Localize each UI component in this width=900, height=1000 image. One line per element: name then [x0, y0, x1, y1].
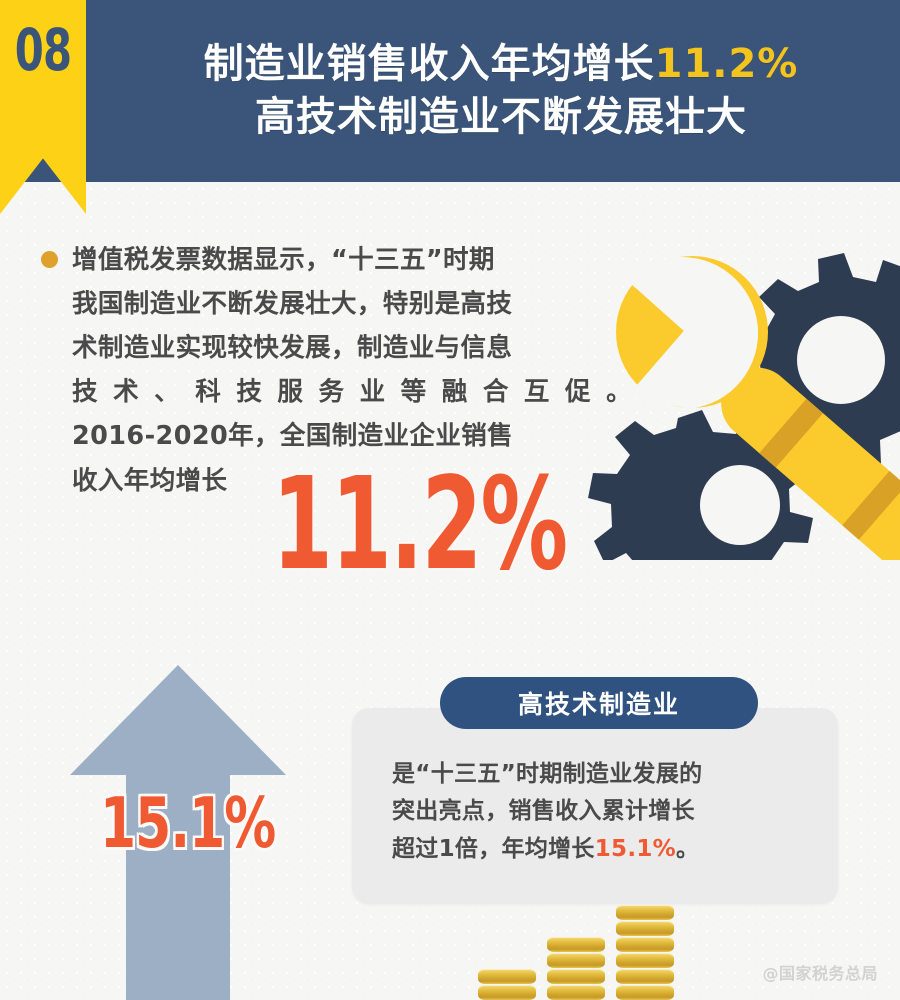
card-highlight-stat: 15.1%: [594, 835, 677, 862]
card-text-line-3: 超过1倍，年均增长15.1%。: [392, 831, 800, 868]
coin: [616, 953, 674, 968]
coin-stack-medium: [547, 937, 605, 1000]
page-title-line-1-text: 制造业销售收入年均增长: [203, 41, 655, 88]
coin: [616, 937, 674, 952]
coin: [547, 937, 605, 952]
coin: [616, 905, 674, 920]
card-header-pill: 高技术制造业: [440, 677, 758, 729]
coin-stack-small: [478, 969, 536, 1000]
coin-stacks-illustration: [478, 896, 678, 1000]
coin: [547, 953, 605, 968]
card-text-tail: 。: [676, 835, 700, 862]
coin: [547, 969, 605, 984]
card-header-pill-label: 高技术制造业: [517, 690, 680, 719]
coin: [616, 969, 674, 984]
page-title-accent-stat: 11.2%: [654, 41, 799, 88]
coin: [616, 921, 674, 936]
body-line-2: 我国制造业不断发展壮大，特别是高技: [72, 289, 513, 320]
body-line-3: 术制造业实现较快发展，制造业与信息: [72, 333, 513, 364]
coin-stack-large: [616, 905, 674, 1000]
section-number: 08: [14, 16, 72, 84]
page-title-line-1: 制造业销售收入年均增长11.2%: [204, 38, 799, 91]
headline-stat-manufacturing-growth: 11.2%: [272, 451, 568, 599]
card-body-text: 是“十三五”时期制造业发展的 突出亮点，销售收入累计增长 超过1倍，年均增长15…: [392, 756, 800, 868]
body-line-1: 增值税发票数据显示，“十三五”时期: [72, 245, 495, 275]
coin: [547, 985, 605, 1000]
card-text-line-3-text: 超过1倍，年均增长: [392, 835, 595, 862]
coin: [478, 969, 536, 984]
coin: [478, 985, 536, 1000]
coin: [616, 985, 674, 1000]
bullet-point-icon: [41, 251, 58, 268]
page-title-line-2: 高技术制造业不断发展壮大: [255, 94, 747, 140]
body-line-4: 技术、科技服务业等融合互促。: [72, 377, 632, 408]
watermark: @国家税务总局: [762, 964, 878, 983]
header-title-group: 制造业销售收入年均增长11.2% 高技术制造业不断发展壮大: [140, 0, 890, 182]
card-text-line-2: 突出亮点，销售收入累计增长: [392, 798, 695, 825]
headline-stat-hightech-growth: 15.1%: [100, 782, 276, 865]
card-text-line-1: 是“十三五”时期制造业发展的: [392, 761, 703, 787]
